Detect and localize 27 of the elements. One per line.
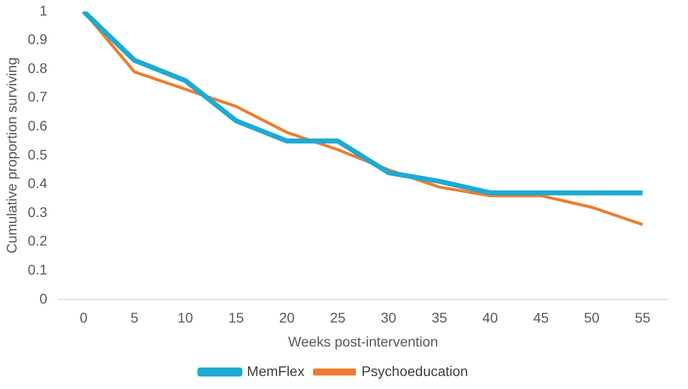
y-tick-label: 0.8 [28, 60, 48, 76]
y-tick-label: 0.9 [28, 31, 48, 48]
x-tick-label: 45 [533, 310, 549, 326]
y-tick-label: 0.2 [28, 232, 48, 249]
x-tick-label: 30 [380, 310, 397, 326]
x-tick-label: 25 [330, 310, 346, 326]
y-axis-title: Cumulative proportion surviving [3, 57, 20, 254]
y-tick-label: 0.4 [28, 175, 48, 192]
x-tick-label: 0 [80, 310, 88, 326]
y-tick-label: 0.5 [28, 146, 48, 162]
x-tick-label: 50 [584, 310, 600, 326]
x-tick-label: 55 [634, 310, 651, 326]
y-tick-label: 0.6 [28, 117, 48, 134]
y-tick-label: 0.1 [28, 261, 48, 278]
y-tick-label: 1 [39, 2, 48, 18]
x-tick-label: 35 [432, 310, 448, 326]
y-tick-label: 0 [39, 290, 48, 306]
y-tick-label: 0.7 [28, 88, 48, 105]
legend-label: Psychoeducation [361, 362, 468, 379]
y-tick-label: 0.3 [28, 204, 48, 220]
legend-label: MemFlex [246, 362, 304, 379]
x-tick-label: 40 [482, 310, 498, 326]
x-tick-label: 10 [178, 310, 194, 326]
x-tick-label: 20 [279, 310, 295, 326]
x-tick-label: 15 [228, 310, 244, 326]
x-tick-label: 5 [130, 310, 139, 326]
x-axis-title: Weeks post-intervention [288, 333, 438, 350]
